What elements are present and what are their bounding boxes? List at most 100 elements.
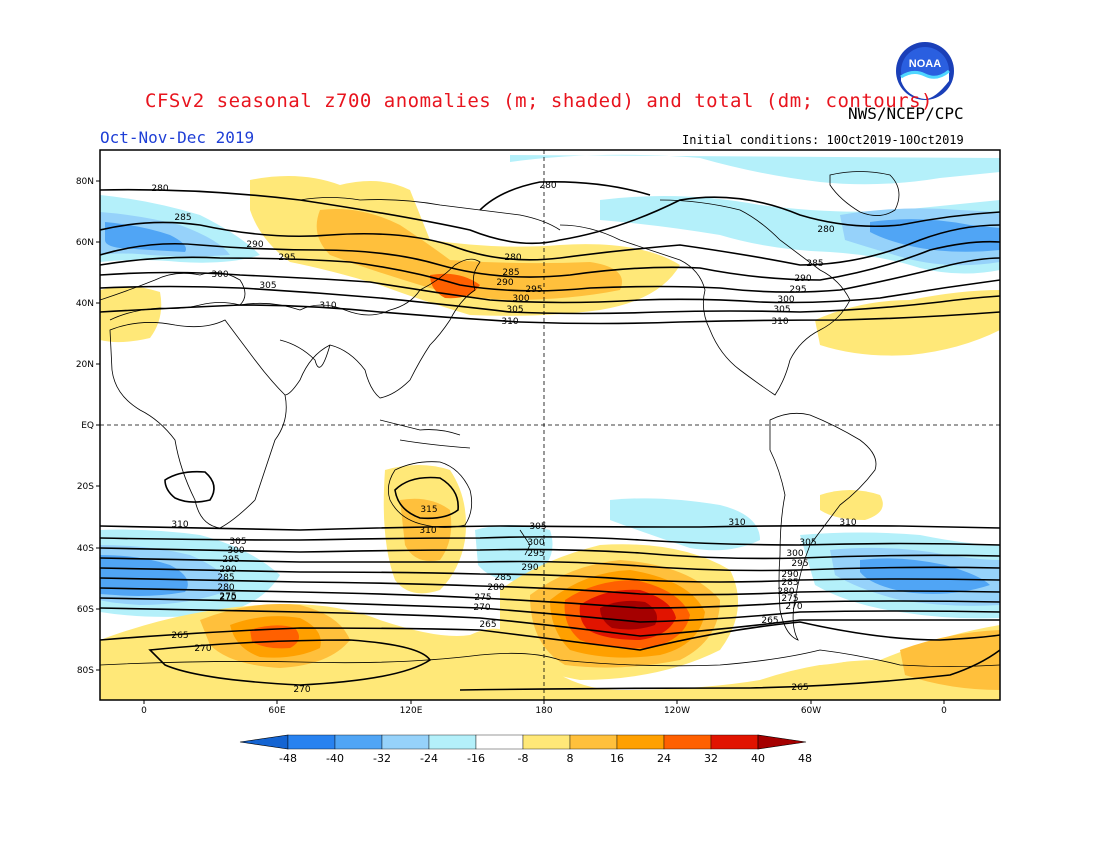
lat-label: 40N xyxy=(76,299,94,309)
contour-label: 285 xyxy=(217,573,234,583)
contour-305-nh xyxy=(100,285,1000,315)
contour-label: 285 xyxy=(502,268,519,278)
lat-label: 80N xyxy=(76,177,94,187)
contour-label: 305 xyxy=(529,522,546,532)
anomaly-negative-s-pacific-west xyxy=(610,498,760,551)
contour-label: 275 xyxy=(781,594,798,604)
contour-label: 285 xyxy=(781,578,798,588)
contour-label: 265 xyxy=(171,631,188,641)
coastlines xyxy=(100,171,1000,667)
contour-label: 310 xyxy=(839,518,856,528)
contour-label: 285 xyxy=(494,573,511,583)
contour-label: 285 xyxy=(806,259,823,269)
noaa-logo: NOAA xyxy=(896,42,954,100)
initial-conditions-label: Initial conditions: 10Oct2019-10Oct2019 xyxy=(682,133,964,147)
contour-label: 285 xyxy=(174,213,191,223)
contour-label: 305 xyxy=(799,538,816,548)
contour-270-sh xyxy=(100,607,1000,637)
anomaly-neutral-antarctic xyxy=(760,633,880,665)
reference-lines xyxy=(100,150,1000,700)
coastline-antarctica xyxy=(100,649,1000,667)
contour-285-nh xyxy=(100,221,1000,266)
contour-310-nh xyxy=(100,304,1000,325)
contour-label: 290 xyxy=(521,563,538,573)
coastline-africa xyxy=(109,319,287,529)
contour-300-nh xyxy=(100,271,1000,304)
anomaly-positive-europe xyxy=(100,286,162,343)
contour-labels: 2802852902953003053102802802852902953003… xyxy=(151,181,856,695)
contour-label: 270 xyxy=(473,603,490,613)
lon-label: 180 xyxy=(535,706,552,716)
coastline-siberia xyxy=(299,197,561,231)
period-label: Oct-Nov-Dec 2019 xyxy=(100,128,255,147)
contour-label: 290 xyxy=(219,565,236,575)
coastline-new-zealand xyxy=(519,529,531,556)
contour-label: 280 xyxy=(539,181,556,191)
contour-label: 270 xyxy=(219,593,236,603)
height-contours xyxy=(100,180,1000,691)
contour-label: 265 xyxy=(761,616,778,626)
contour-label: 295 xyxy=(222,555,239,565)
contour-265-sh xyxy=(100,621,1000,651)
contour-label: 305 xyxy=(259,281,276,291)
coastline-north-america xyxy=(559,199,851,396)
contour-label: 280 xyxy=(151,184,168,194)
svg-text:NOAA: NOAA xyxy=(909,58,941,70)
lon-label: 120E xyxy=(400,706,423,716)
anomaly-negative-s-pacific-mid xyxy=(475,525,553,581)
contour-label: 280 xyxy=(217,583,234,593)
contour-label: 305 xyxy=(773,305,790,315)
contour-265-antarctic xyxy=(459,649,1000,691)
lat-label: 60S xyxy=(77,605,94,615)
contour-label: 280 xyxy=(777,587,794,597)
contour-280-nh xyxy=(100,188,1000,245)
contour-label: 270 xyxy=(293,685,310,695)
contour-label: 300 xyxy=(211,270,228,280)
lat-label: 80S xyxy=(77,666,94,676)
contour-315-indian xyxy=(394,476,459,520)
coastline-south-america xyxy=(769,412,877,641)
lat-label: 60N xyxy=(76,238,94,248)
lat-label: 40S xyxy=(77,544,94,554)
contour-label: 290 xyxy=(781,570,798,580)
coastline-asia xyxy=(239,258,481,399)
contour-label: 295 xyxy=(527,549,544,559)
contour-label: 275 xyxy=(474,593,491,603)
contour-label: 310 xyxy=(728,518,745,528)
contour-label: 305 xyxy=(229,537,246,547)
contour-label: 270 xyxy=(194,644,211,654)
contour-label: 290 xyxy=(794,274,811,284)
lon-label: 0 xyxy=(941,706,947,716)
anomaly-positive-s-atlantic-sub xyxy=(820,490,883,520)
contour-290-sh xyxy=(100,567,1000,583)
anomaly-negative-arctic xyxy=(510,154,1000,185)
contour-label: 280 xyxy=(817,225,834,235)
anomaly-positive-north-atlantic-mid xyxy=(815,290,1000,356)
contour-290-nh xyxy=(100,240,1000,281)
contour-label: 300 xyxy=(777,295,794,305)
lat-label: EQ xyxy=(81,421,94,431)
contour-label: 295 xyxy=(789,285,806,295)
contour-310-africa-loop xyxy=(164,470,215,503)
lon-label: 60W xyxy=(801,706,821,716)
latitude-axis: 80N 60N 40N 20N EQ 20S 40S 60S 80S xyxy=(76,177,100,676)
anomaly-shading xyxy=(100,154,1000,700)
lon-label: 120W xyxy=(664,706,690,716)
longitude-axis: 0 60E 120E 180 120W 60W 0 xyxy=(141,700,947,716)
contour-label: 265 xyxy=(479,620,496,630)
contour-label: 300 xyxy=(786,549,803,559)
contour-270-antarctic xyxy=(148,639,432,686)
contour-label: 295 xyxy=(525,285,542,295)
contour-label: 315 xyxy=(420,505,437,515)
contour-280-arctic xyxy=(479,180,651,211)
contour-label: 270 xyxy=(785,602,802,612)
anomaly-positive-s-atlantic-antarctic xyxy=(900,630,1000,690)
contour-305-sh xyxy=(100,536,1000,546)
contour-300-sh xyxy=(100,547,1000,560)
contour-label: 310 xyxy=(501,317,518,327)
contour-285-sh xyxy=(100,577,1000,596)
contour-label: 280 xyxy=(487,583,504,593)
anomaly-negative-s-atlantic-deep xyxy=(100,555,188,596)
agency-label: NWS/NCEP/CPC xyxy=(848,104,964,123)
